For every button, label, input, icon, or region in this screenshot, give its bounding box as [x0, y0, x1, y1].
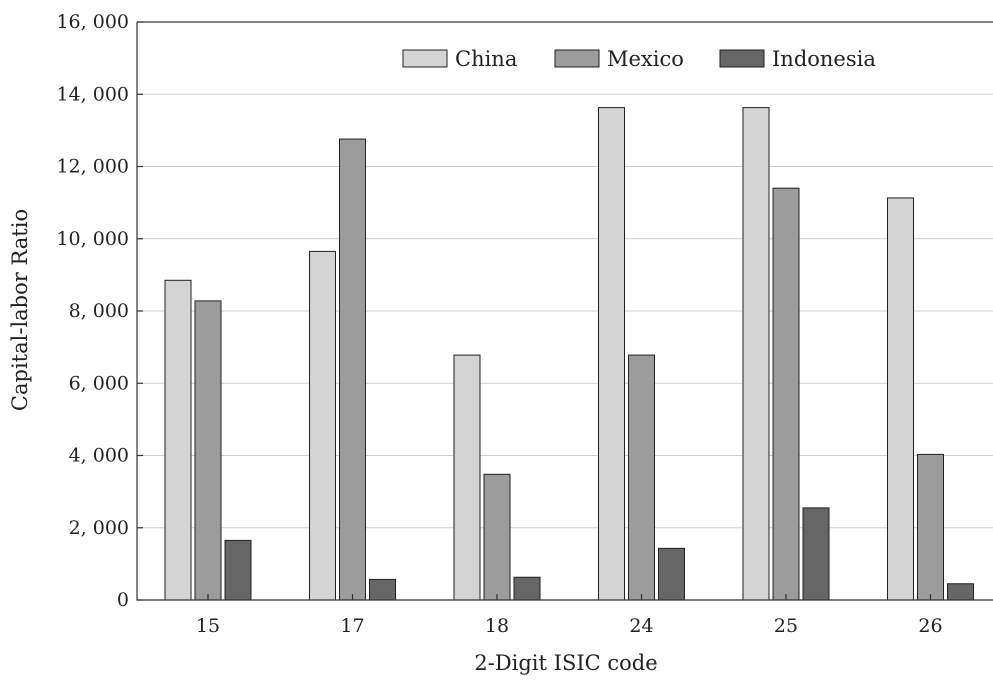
bar-indonesia-18 — [513, 576, 541, 601]
bar-indonesia-26 — [947, 583, 974, 601]
bar-china-25 — [742, 107, 770, 601]
y-tick-label: 4, 000 — [69, 445, 129, 467]
y-tick-label: 14, 000 — [56, 83, 129, 105]
y-tick-label: 16, 000 — [56, 11, 129, 33]
bar-mexico-15 — [194, 300, 222, 601]
legend-label-mexico: Mexico — [607, 47, 684, 71]
bar-mexico-24 — [628, 354, 655, 601]
y-tick-label: 6, 000 — [69, 372, 129, 394]
bar-china-18 — [453, 354, 481, 601]
x-tick-label: 25 — [774, 615, 798, 637]
bar-indonesia-24 — [658, 547, 685, 601]
bar-mexico-18 — [483, 473, 511, 601]
bar-china-17 — [309, 250, 336, 601]
bar-china-26 — [887, 197, 914, 601]
legend-swatch-china — [402, 49, 448, 68]
x-tick-label: 15 — [196, 615, 220, 637]
legend-swatch-mexico — [554, 49, 600, 68]
grid-lines — [137, 93, 993, 529]
y-tick-label: 8, 000 — [69, 300, 129, 322]
bar-indonesia-25 — [802, 507, 830, 601]
x-tick-label: 18 — [485, 615, 509, 637]
bar-indonesia-15 — [224, 539, 252, 601]
y-tick-label: 12, 000 — [56, 156, 129, 178]
legend: China Mexico Indonesia — [402, 47, 876, 71]
bars-group — [164, 107, 974, 601]
x-ticks-group: 15 17 18 24 25 26 — [196, 594, 943, 637]
bar-china-24 — [598, 107, 625, 601]
x-tick-label: 24 — [629, 615, 653, 637]
y-tick-label: 10, 000 — [56, 228, 129, 250]
y-tick-label: 2, 000 — [69, 517, 129, 539]
y-tick-label: 0 — [117, 589, 129, 611]
x-tick-label: 26 — [918, 615, 942, 637]
legend-label-china: China — [455, 47, 517, 71]
y-ticks-group: 0 2, 000 4, 000 6, 000 8, 000 10, 000 12, 000 1… — [56, 11, 143, 611]
x-axis-title: 2-Digit ISIC code — [474, 651, 657, 675]
y-axis-title: Capital-labor Ratio — [8, 209, 32, 411]
bar-mexico-26 — [917, 453, 944, 601]
legend-swatch-indonesia — [719, 49, 765, 68]
bar-mexico-25 — [772, 187, 800, 601]
bar-china-15 — [164, 279, 192, 601]
legend-label-indonesia: Indonesia — [772, 47, 876, 71]
bar-indonesia-17 — [369, 578, 396, 601]
x-tick-label: 17 — [340, 615, 364, 637]
bar-mexico-17 — [339, 138, 366, 601]
